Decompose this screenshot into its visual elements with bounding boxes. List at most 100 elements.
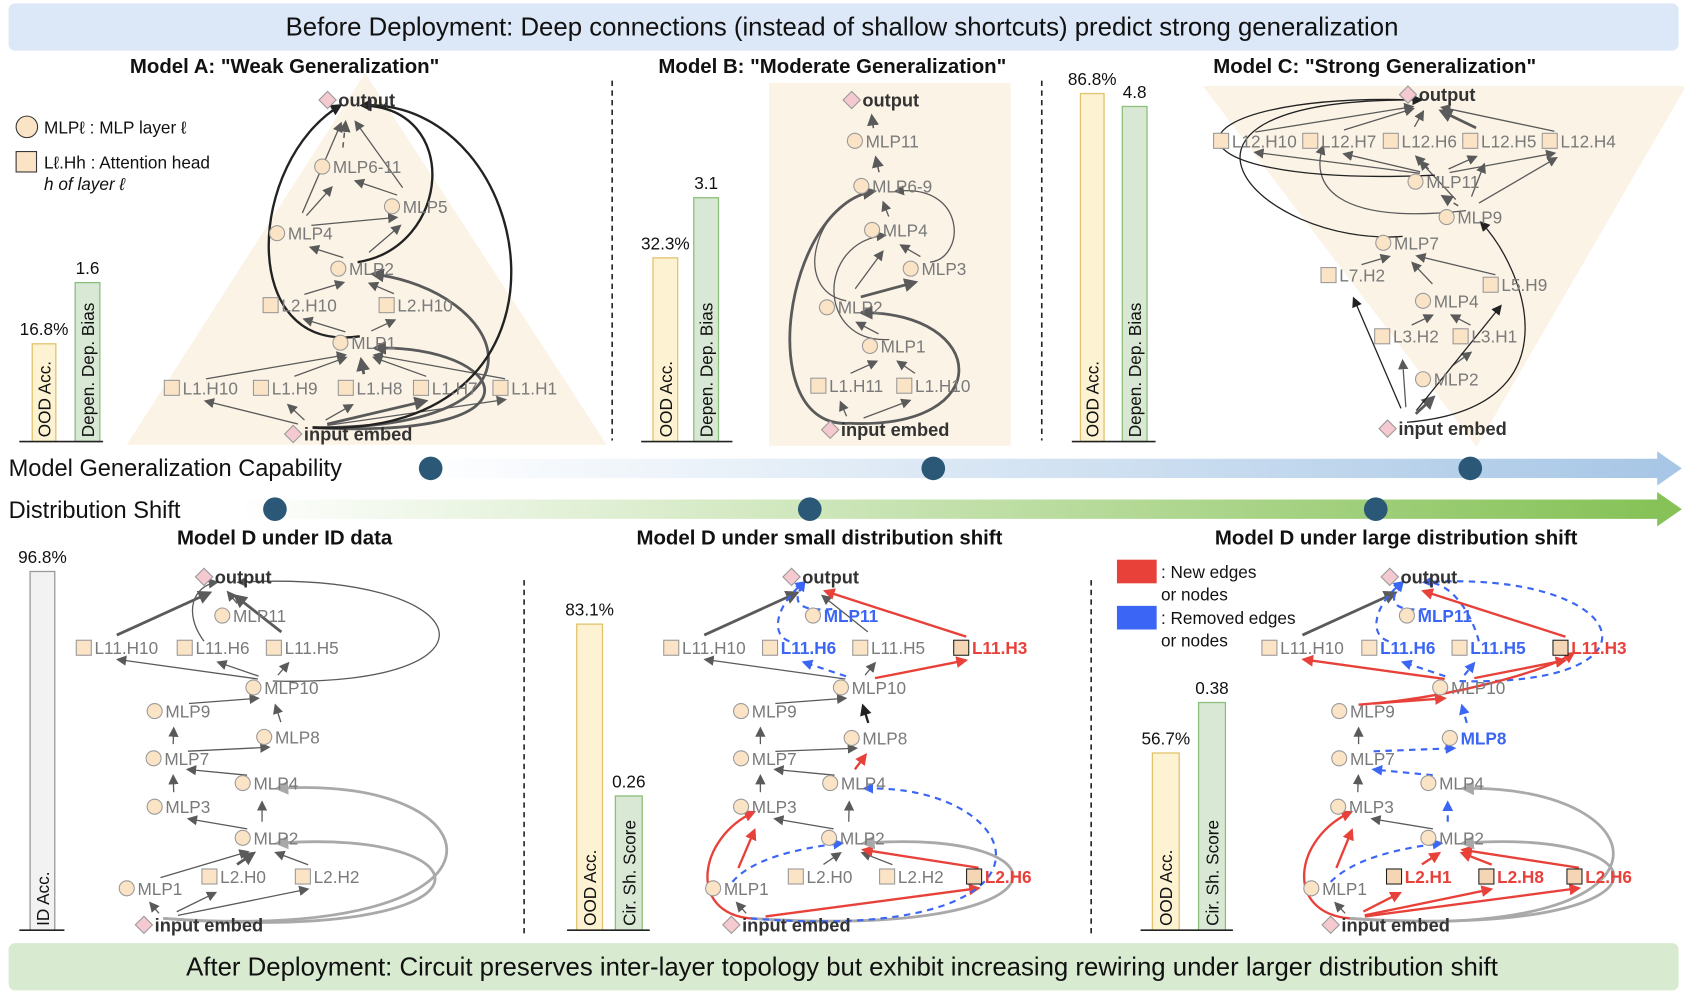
capability-axis: Model Generalization Capability [9,451,1682,486]
node-mlp11: MLP11 [1398,606,1473,626]
io-node-icon [318,90,337,110]
edge-l3h2-to-mlp4 [1411,314,1435,326]
node-label: MLP8 [862,728,907,748]
panel-title: Model D under small distribution shift [636,528,1002,550]
node-mlp2: MLP2 [821,828,885,848]
node-l2h6: L2.H6 [1566,867,1632,887]
bar-label: Depen. Dep. Bias [78,303,98,438]
node-output: output [1380,566,1457,587]
mlp-node-icon [269,225,286,242]
edge-input-to-mlp9 [1406,220,1526,423]
attention-head-node-icon [787,868,804,885]
edge-l11h6-to-output [776,580,807,643]
edge-mlp11-to-l12h7 [1342,150,1421,173]
node-label: MLP4 [253,774,298,794]
panel-b: Model B: "Moderate Generalization" 32.3% O… [641,56,1011,446]
node-label: L1.H9 [272,378,318,398]
node-label: L2.H10 [281,296,336,316]
node-l1h8: L1.H8 [337,378,403,398]
io-node-icon [842,90,862,110]
node-l11h10: L11.H10 [75,638,158,658]
bar-label: OOD Acc. [656,361,676,437]
attention-head-node-icon [337,379,354,396]
node-label: MLP7 [1350,749,1395,769]
edge-mlp10-to-output [236,576,440,682]
io-node-icon [194,567,214,587]
edge-l11h3-to-output [822,588,967,638]
edge-input-to-mlp69 [788,186,877,425]
edge-mlp5-to-mlp611 [353,178,398,196]
node-mlp1: MLP1 [705,879,769,899]
node-input: input embed [1378,418,1507,439]
node-label: output [215,566,272,587]
edge-l2h0-to-mlp2 [823,851,842,865]
panel-a: Model A: "Weak Generalization" 16.8% OOD A… [19,56,607,445]
edge-input-to-mlp3 [1302,810,1354,920]
node-label: MLP3 [752,797,797,817]
mlp-node-icon [214,607,231,624]
small-shift-marker [797,497,822,522]
attention-head-node-icon [1452,328,1469,345]
edge-mlp69-to-mlp11 [872,155,884,173]
edge-mlp9-to-l12h5 [1470,162,1486,197]
edge-mlp8-to-mlp10 [1459,703,1470,724]
edge-mlp9-to-l12h4 [1478,157,1558,204]
node-mlp2: MLP2 [818,298,883,318]
node-label: L1.H10 [915,376,970,396]
edges [203,99,513,431]
edge-input-to-mlp3 [706,810,757,920]
edge-mlp9-to-mlp10 [188,693,260,705]
edge-input-to-l1h11 [839,400,849,417]
node-mlp4: MLP4 [822,774,886,794]
edge-input-to-mlp4 [163,780,449,923]
mlp-node-icon [332,334,349,351]
mlp-node-icon [1398,607,1415,624]
node-l12h4: L12.H4 [1541,131,1616,151]
mlp-node-icon [146,798,163,815]
io-node-icon [1398,85,1418,104]
edge-mlp8-to-mlp10 [860,703,872,724]
io-node-icon [283,424,303,444]
node-mlp1: MLP1 [118,879,182,899]
io-node-icon [782,567,801,587]
edge-mlp11-to-output [867,113,880,129]
edge-mlp4-to-mlp611 [305,185,333,216]
edge-mlp10-to-l11h6 [1400,659,1446,678]
node-legend: MLPℓ : MLP layer ℓ Lℓ.Hh : Attention hea… [15,115,210,194]
attention-head-node-icon [1213,132,1230,149]
edge-mlp9-to-mlp10 [775,693,848,705]
node-label: input embed [1398,418,1506,439]
node-label: L11.H5 [871,638,925,658]
edge-mlp4-to-mlp69 [881,200,892,217]
node-label: L11.H10 [682,638,746,658]
new-edge-swatch [1116,559,1157,584]
bar-label: Cir. Sh. Score [1202,820,1222,926]
mlp-node-icon [1432,679,1449,696]
node-mlp4: MLP4 [864,220,928,240]
attention-head-node-icon [1361,639,1378,656]
bar-value: 32.3% [641,233,690,253]
node-l2b: L2.H10 [378,296,453,316]
node-label: MLP10 [1451,678,1505,698]
attention-head-node-icon [663,639,680,656]
node-l11h6: L11.H6 [761,638,836,658]
node-label: L1.H8 [357,378,403,398]
edge-mlp1-to-l2a [302,316,346,333]
mlp-node-icon [383,198,401,215]
node-label: input embed [841,419,949,440]
edge-l12h4-to-output [1440,104,1555,132]
edge-l2h6-to-mlp2 [1460,845,1580,869]
node-l1h11: L1.H11 [810,376,883,396]
edge-mlp611-to-output [338,119,351,148]
node-label: MLP3 [165,797,210,817]
bar-score [693,197,720,443]
edge-mlp2-to-mlp3 [186,815,248,830]
attention-head-node-icon [265,639,282,656]
node-label: MLP7 [752,749,797,769]
node-l11h5: L11.H5 [265,638,339,658]
panel-title: Model A: "Weak Generalization" [130,56,439,78]
new-edge-legend-text-2: or nodes [1161,584,1228,604]
node-label: L2.H6 [1585,867,1632,887]
edge-mlp10-to-l11h3 [874,656,969,680]
node-label: MLP2 [840,828,885,848]
